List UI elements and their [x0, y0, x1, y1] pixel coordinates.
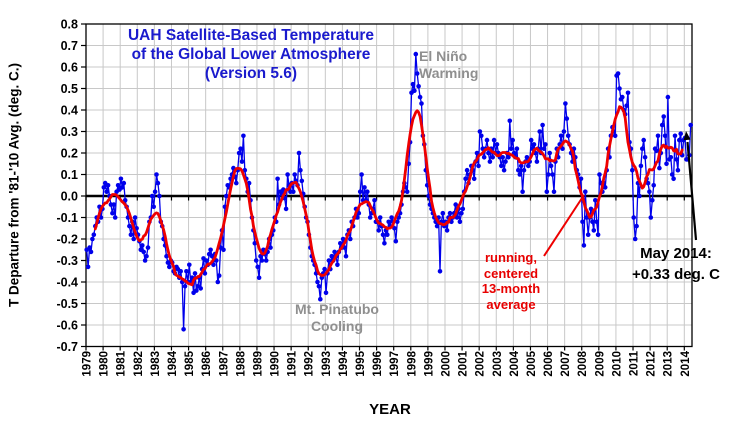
x-tick-label: 2001 [458, 350, 470, 376]
x-tick-label: 2000 [440, 351, 452, 377]
x-tick-label: 1995 [355, 350, 367, 376]
x-tick-label: 1993 [321, 351, 333, 377]
annotation-pinatubo-line1: Mt. Pinatubo [295, 301, 379, 317]
x-tick-label: 2013 [663, 351, 675, 377]
y-tick-label: -0.5 [56, 297, 78, 311]
x-tick-label: 2006 [543, 351, 555, 377]
x-tick-label: 1984 [167, 350, 179, 376]
x-tick-label: 1990 [270, 351, 282, 377]
y-tick-label: -0.2 [56, 233, 78, 247]
x-tick-label: 2011 [629, 350, 641, 376]
x-axis-title: YEAR [369, 401, 411, 418]
chart-title-line3: (Version 5.6) [204, 65, 298, 82]
y-tick-label: 0.7 [61, 39, 78, 53]
annotation-may-2014: May 2014: +0.33 deg. C [610, 243, 742, 285]
y-tick-label: 0.1 [61, 168, 78, 182]
x-tick-label: 1988 [235, 350, 247, 376]
y-tick-label: -0.7 [56, 340, 78, 354]
zero-line [85, 194, 692, 201]
x-tick-label: 2002 [475, 351, 487, 377]
annotation-may-2014-line2: +0.33 deg. C [632, 266, 720, 283]
y-tick-label: -0.3 [56, 254, 78, 268]
annotation-el-nino-line1: El Niño [419, 48, 468, 64]
x-tick-label: 2010 [611, 351, 623, 377]
y-tick-label: 0.6 [61, 61, 78, 75]
annotation-el-nino: El Niño Warming [419, 48, 478, 82]
x-tick-label: 1994 [338, 350, 350, 376]
x-tick-label: 1998 [406, 350, 418, 376]
annotation-pinatubo: Mt. Pinatubo Cooling [276, 301, 398, 335]
annotation-pinatubo-line2: Cooling [310, 318, 364, 334]
y-axis-tick-labels: 0.8 0.7 0.6 0.5 0.4 0.3 0.2 0.1 0.0 -0.1 -0.2 -0.3 -… [56, 18, 78, 355]
x-tick-label: 2012 [646, 351, 658, 377]
x-tick-label: 1987 [218, 351, 230, 377]
x-tick-label: 1986 [201, 351, 213, 377]
y-tick-label: 0.4 [61, 104, 78, 118]
y-tick-label: 0.0 [61, 190, 78, 204]
x-tick-label: 1983 [150, 351, 162, 377]
annotation-el-nino-line2: Warming [419, 65, 479, 81]
y-tick-label: -0.4 [56, 276, 78, 290]
x-tick-label: 2004 [509, 350, 521, 376]
y-tick-label: 0.3 [61, 125, 78, 139]
x-tick-label: 1982 [133, 351, 145, 377]
x-tick-label: 1989 [252, 351, 264, 377]
annotation-running-line4: average [486, 296, 536, 312]
x-tick-label: 2014 [680, 350, 692, 376]
y-tick-label: -0.6 [56, 319, 78, 333]
x-tick-label: 2009 [594, 351, 606, 377]
x-tick-label: 1999 [423, 351, 435, 377]
x-tick-label: 1980 [99, 351, 111, 377]
x-tick-label: 2008 [577, 350, 589, 376]
running-average-pointer-line [543, 194, 585, 257]
x-tick-label: 1996 [372, 351, 384, 377]
annotation-running-line3: 13-month [481, 281, 541, 296]
x-axis-tick-labels: 1979 1980 1981 1982 1983 1984 1985 1986 1987 1988… [82, 350, 692, 376]
y-tick-label: 0.8 [61, 18, 78, 32]
x-tick-label: 1992 [304, 351, 316, 377]
chart-title-line2: of the Global Lower Atmosphere [131, 46, 371, 63]
x-tick-label: 2007 [560, 351, 572, 377]
annotation-may-2014-line1: May 2014: [640, 245, 712, 262]
may-2014-arrow [683, 131, 698, 241]
x-tick-label: 1997 [389, 351, 401, 377]
x-tick-label: 1981 [116, 350, 128, 376]
chart-title-line1: UAH Satellite-Based Temperature [127, 27, 375, 44]
x-tick-label: 1979 [82, 351, 94, 377]
annotation-running-line2: centered [483, 265, 539, 281]
annotation-running-line1: running, [485, 250, 537, 265]
x-tick-label: 2003 [492, 351, 504, 377]
annotation-running-average: running, centered 13-month average [452, 250, 570, 312]
x-tick-label: 1985 [184, 350, 196, 376]
y-tick-label: 0.2 [61, 147, 78, 161]
y-axis-title: T Departure from '81-'10 Avg. (deg. C.) [6, 63, 22, 307]
series-13-month-average [93, 105, 684, 287]
y-tick-label: -0.1 [56, 211, 78, 225]
chart-title: UAH Satellite-Based Temperature of the G… [95, 26, 407, 83]
y-tick-label: 0.5 [61, 82, 78, 96]
x-tick-label: 2005 [526, 350, 538, 376]
x-tick-label: 1991 [287, 350, 299, 376]
